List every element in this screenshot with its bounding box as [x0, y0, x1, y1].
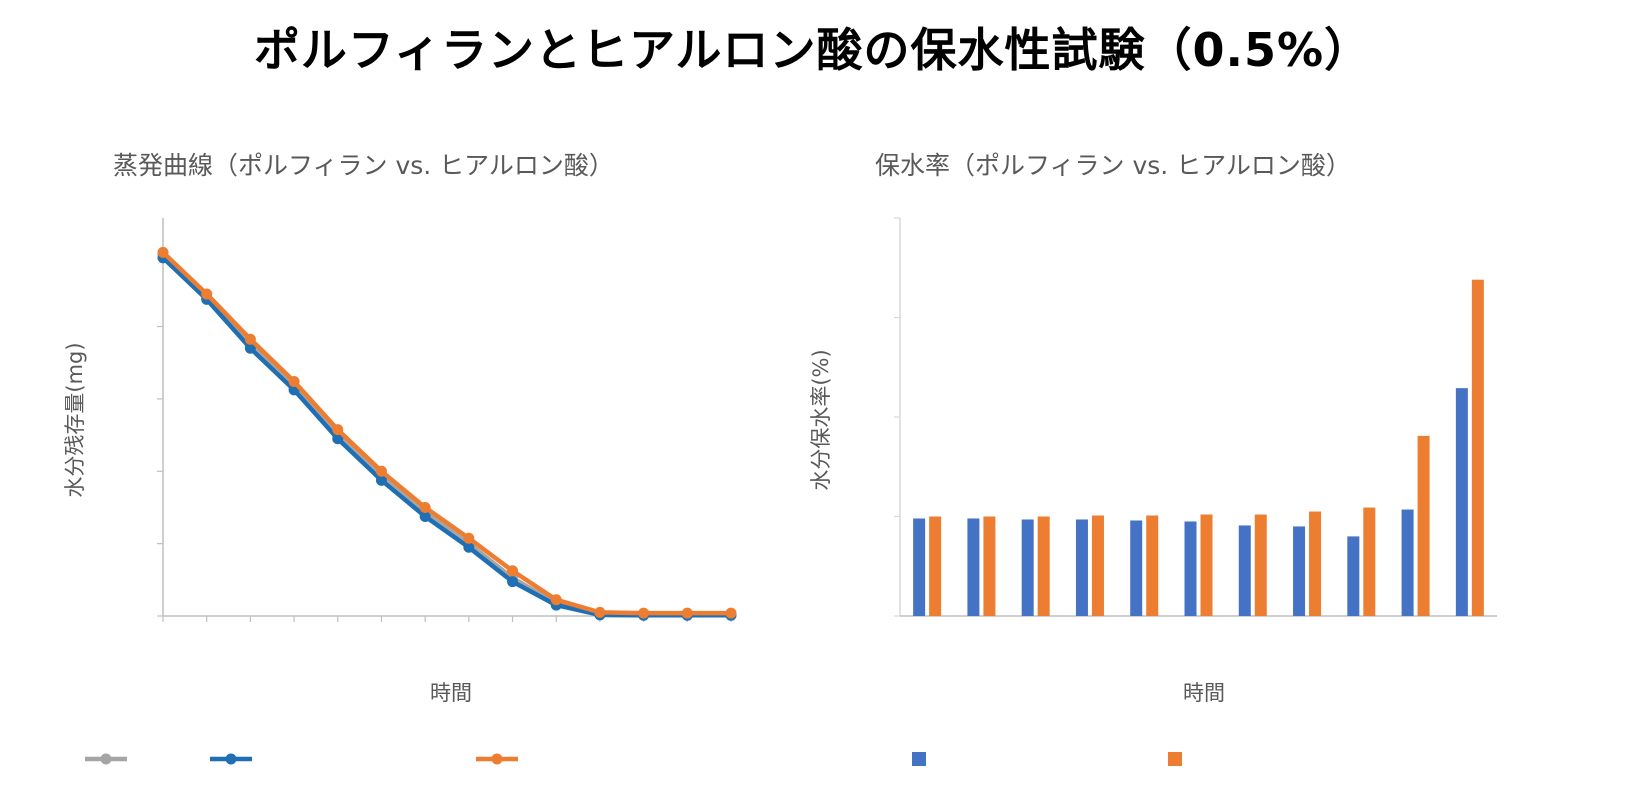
bar-s1-7	[1309, 511, 1322, 616]
bar-s1-4	[1146, 515, 1159, 616]
bar-legend-swatch-1	[1168, 752, 1182, 766]
bar-s1-0	[929, 516, 942, 616]
line-point-s1-6	[419, 511, 431, 522]
bar-s0-3	[1075, 519, 1088, 616]
line-point-s2-1	[201, 288, 213, 300]
line-point-s2-7	[463, 532, 475, 544]
bar-chart: 保水率（ポルフィラン vs. ヒアルロン酸） 時間 水分保水率(%)	[809, 151, 1497, 766]
line-point-s2-6	[419, 501, 431, 513]
page-title: ポルフィランとヒアルロン酸の保水性試験（0.5%）	[253, 23, 1372, 77]
bar-s0-6	[1238, 525, 1251, 616]
bar-s1-6	[1254, 514, 1267, 616]
line-chart-xlabel: 時間	[430, 681, 472, 705]
bar-s1-2	[1037, 516, 1050, 616]
bar-s0-10	[1455, 388, 1468, 616]
line-point-s2-8	[507, 565, 519, 577]
line-point-s1-7	[463, 541, 475, 553]
line-point-s2-11	[638, 607, 650, 619]
line-legend-marker-1	[225, 753, 237, 765]
bar-chart-xlabel: 時間	[1183, 681, 1225, 705]
line-point-s1-8	[507, 576, 519, 588]
bar-s1-9	[1417, 435, 1430, 616]
line-point-s2-4	[332, 424, 344, 436]
bar-s0-7	[1293, 526, 1306, 616]
bar-s1-1	[983, 516, 996, 616]
line-point-s2-12	[681, 607, 693, 619]
line-point-s2-5	[375, 465, 387, 477]
line-point-s2-0	[157, 246, 169, 258]
line-series-0	[161, 254, 731, 618]
line-series-2	[161, 250, 731, 616]
line-point-s1-2	[244, 342, 256, 354]
bar-s0-0	[913, 518, 926, 616]
line-chart-title: 蒸発曲線（ポルフィラン vs. ヒアルロン酸）	[113, 151, 614, 180]
line-point-s2-9	[550, 594, 562, 606]
bar-s1-5	[1200, 514, 1213, 616]
bar-s1-10	[1471, 279, 1484, 616]
bar-chart-ylabel: 水分保水率(%)	[809, 349, 833, 490]
bar-legend-swatch-0	[912, 752, 926, 766]
bar-s0-9	[1401, 509, 1414, 616]
bar-s0-5	[1184, 521, 1197, 616]
line-point-s2-10	[594, 606, 606, 618]
line-point-s2-13	[725, 607, 737, 619]
line-chart: 蒸発曲線（ポルフィラン vs. ヒアルロン酸） 時間 水分残存量(mg)	[63, 151, 737, 765]
bar-s1-8	[1363, 507, 1376, 616]
bar-s0-4	[1130, 520, 1143, 616]
line-point-s1-5	[375, 474, 387, 486]
line-legend-marker-0	[100, 753, 112, 765]
line-chart-ylabel: 水分残存量(mg)	[63, 342, 87, 497]
bar-s0-1	[967, 518, 980, 616]
bar-s1-3	[1091, 515, 1104, 616]
line-point-s1-4	[332, 433, 344, 445]
bar-s0-8	[1347, 536, 1360, 616]
bar-chart-title: 保水率（ポルフィラン vs. ヒアルロン酸）	[875, 151, 1351, 180]
line-series-1	[161, 256, 731, 618]
line-legend-marker-2	[491, 753, 503, 765]
line-point-s2-2	[244, 333, 256, 345]
line-point-s2-3	[288, 376, 300, 388]
bar-s0-2	[1021, 519, 1034, 616]
